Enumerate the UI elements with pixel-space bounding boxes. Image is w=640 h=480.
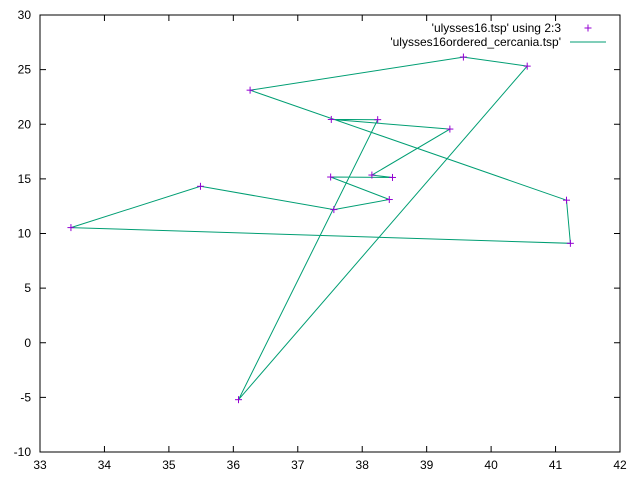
legend-label-lines: 'ulysses16ordered_cercania.tsp': [390, 35, 561, 49]
x-tick-label: 40: [484, 458, 498, 472]
city-point: [327, 173, 335, 181]
x-tick-label: 41: [549, 458, 563, 472]
legend-marker-plus: [584, 24, 592, 32]
city-point: [563, 196, 571, 204]
plot-border: [39, 14, 621, 453]
city-point: [389, 173, 397, 181]
y-tick-label: 0: [24, 336, 31, 350]
city-point: [374, 116, 382, 124]
x-tick-label: 42: [613, 458, 627, 472]
x-tick-label: 37: [291, 458, 305, 472]
y-tick-label: 25: [18, 63, 32, 77]
city-point: [566, 239, 574, 247]
legend-entry-points: 'ulysses16.tsp' using 2:3: [432, 21, 592, 35]
legend-plus: [584, 24, 592, 32]
x-tick-label: 35: [162, 458, 176, 472]
tour-line: [70, 56, 571, 401]
legend-label-points: 'ulysses16.tsp' using 2:3: [432, 21, 562, 35]
x-tick-label: 34: [98, 458, 112, 472]
city-point: [246, 86, 254, 94]
city-point: [234, 396, 242, 404]
city-point: [459, 53, 467, 61]
city-point: [67, 224, 75, 232]
y-tick-label: 30: [18, 8, 32, 22]
city-point: [523, 62, 531, 70]
plot-frame: [39, 14, 621, 453]
y-tick-label: 15: [18, 172, 32, 186]
city-point: [368, 171, 376, 179]
x-tick-label: 38: [356, 458, 370, 472]
legend: 'ulysses16.tsp' using 2:3 'ulysses16orde…: [390, 21, 606, 49]
y-tick-label: 10: [18, 227, 32, 241]
y-tick-label: -10: [14, 445, 32, 459]
y-tick-label: -5: [20, 390, 31, 404]
y-tick-label: 5: [24, 281, 31, 295]
legend-entry-lines: 'ulysses16ordered_cercania.tsp': [390, 35, 606, 49]
city-point: [330, 206, 338, 214]
city-point: [327, 115, 335, 123]
x-tick-label: 33: [33, 458, 47, 472]
y-axis: -10 -5 0 5 10 15 20 25 30: [14, 8, 620, 459]
city-point: [385, 196, 393, 204]
city-point: [196, 182, 204, 190]
x-tick-label: 39: [420, 458, 434, 472]
x-axis: 33 34 35 36 37 38 39 40 41 42: [33, 15, 627, 472]
series-points: [67, 53, 574, 404]
x-tick-label: 36: [227, 458, 241, 472]
y-tick-label: 20: [18, 117, 32, 131]
series-lines: [70, 56, 571, 401]
city-point: [446, 125, 454, 133]
